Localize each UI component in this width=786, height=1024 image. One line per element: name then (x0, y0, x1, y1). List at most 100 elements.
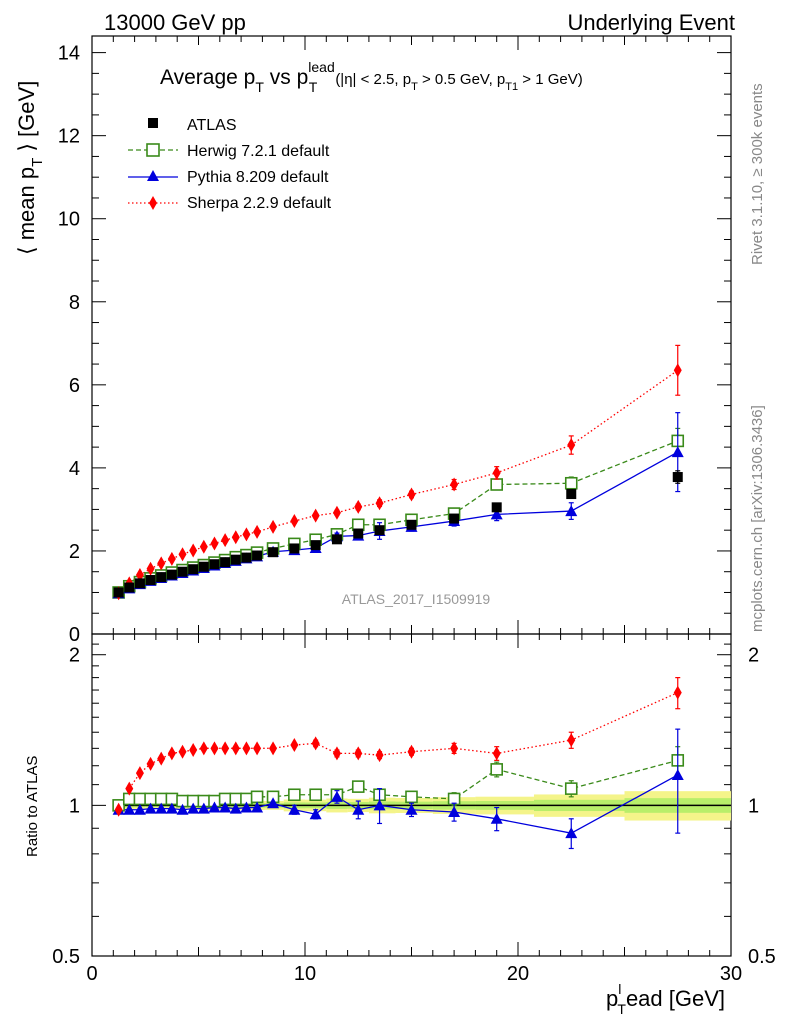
ratio-point-sherpa (231, 741, 240, 756)
ratio-y-tick-label-right: 1 (748, 795, 759, 817)
ratio-point-sherpa (407, 744, 416, 759)
main-point-atlas (491, 502, 502, 513)
ylabel-a: ⟨ mean p (14, 167, 39, 255)
main-point-atlas (289, 543, 300, 554)
main-point-atlas (566, 489, 577, 500)
ratio-point-herwig (405, 790, 418, 804)
ratio-point-herwig (309, 788, 322, 802)
ratio-point-pythia (197, 802, 210, 814)
main-point-atlas (268, 547, 279, 558)
ratio-point-sherpa (332, 746, 341, 761)
main-y-tick-label: 2 (69, 541, 80, 563)
ratio-y-tick-label: 2 (69, 645, 80, 667)
legend-marker-pythia (147, 170, 159, 181)
ratio-point-sherpa (242, 741, 251, 756)
main-point-sherpa (567, 438, 576, 453)
ratio-point-sherpa (114, 802, 123, 817)
title-cuts-sub-1: T (411, 81, 418, 93)
ratio-y-tick-label: 1 (69, 795, 80, 817)
main-point-atlas (198, 561, 209, 572)
main-point-atlas (406, 519, 417, 530)
main-point-sherpa (332, 505, 341, 520)
legend-marker-herwig (146, 143, 160, 157)
title-sup: lead (308, 59, 334, 75)
main-point-sherpa (354, 499, 363, 514)
x-tick-label: 0 (86, 963, 97, 985)
main-y-tick-label: 10 (58, 209, 80, 231)
main-point-sherpa (492, 465, 501, 480)
ratio-panel: 0 10 20 30 0.5 0.5 1 1 2 2 (52, 633, 776, 985)
ratio-point-pythia (155, 802, 168, 814)
ratio-point-pythia (330, 790, 343, 802)
ratio-point-sherpa (189, 743, 198, 758)
ratio-point-pythia (565, 827, 578, 839)
main-point-herwig (490, 478, 504, 491)
ratio-point-sherpa (269, 741, 278, 756)
ratio-point-sherpa (221, 741, 230, 756)
main-point-pythia (490, 508, 503, 520)
main-point-sherpa (253, 524, 262, 539)
x-axis-label: pl Tead [GeV] (606, 981, 725, 1017)
main-point-atlas (353, 528, 364, 539)
main-point-pythia (565, 505, 578, 517)
main-point-atlas (374, 525, 385, 536)
main-point-atlas (134, 578, 145, 589)
legend-marker-sherpa (149, 196, 157, 210)
ratio-point-pythia (671, 768, 684, 780)
header-left: 13000 GeV pp (104, 10, 246, 35)
main-point-herwig (564, 476, 578, 490)
main-y-tick-label: 4 (69, 458, 80, 480)
ratio-point-sherpa (125, 781, 134, 796)
ratio-point-pythia (219, 801, 232, 813)
title-part-b: vs p (264, 66, 308, 89)
x-tick-label: 10 (294, 963, 316, 985)
ratio-point-pythia (373, 799, 386, 811)
main-point-sherpa (146, 561, 155, 576)
legend: ATLAS Herwig 7.2.1 default Pythia 8.209 … (128, 117, 332, 212)
header-right: Underlying Event (567, 10, 735, 35)
main-point-atlas (220, 557, 231, 568)
ratio-point-pythia (490, 812, 503, 824)
ratio-point-pythia (448, 805, 461, 817)
title-sub-1: T (255, 79, 264, 95)
legend-label-pythia: Pythia 8.209 default (187, 169, 329, 186)
ratio-point-sherpa (673, 685, 682, 700)
xlabel-b: ead [GeV] (626, 986, 725, 1011)
ratio-point-herwig (351, 780, 365, 793)
main-point-sherpa (210, 536, 219, 551)
main-point-atlas (124, 582, 135, 593)
main-point-atlas (209, 559, 220, 570)
main-y-tick-label: 12 (58, 126, 80, 148)
main-point-atlas (672, 472, 683, 483)
x-tick-label: 30 (720, 963, 742, 985)
ratio-point-sherpa (354, 746, 363, 761)
ratio-point-herwig (133, 792, 147, 806)
ratio-point-sherpa (290, 738, 299, 753)
ratio-point-sherpa (199, 741, 208, 756)
main-point-atlas (449, 513, 460, 524)
main-point-sherpa (290, 514, 299, 529)
main-y-tick-label: 6 (69, 375, 80, 397)
mcplots-label: mcplots.cern.ch [arXiv:1306.3436] (749, 405, 766, 632)
ylabel-sub: T (29, 158, 46, 167)
ratio-point-sherpa (210, 741, 219, 756)
main-point-sherpa (375, 496, 384, 511)
main-y-axis-label: ⟨ mean pT ⟩ [GeV] (14, 81, 46, 255)
legend-label-atlas: ATLAS (187, 117, 237, 134)
ratio-point-sherpa (157, 751, 166, 766)
main-point-atlas (113, 587, 124, 598)
main-point-sherpa (269, 519, 278, 534)
main-point-sherpa (221, 533, 230, 548)
x-tick-label: 20 (507, 963, 529, 985)
rivet-label: Rivet 3.1.10, ≥ 300k events (749, 83, 766, 265)
main-y-tick-label: 8 (69, 292, 80, 314)
ratio-point-pythia (229, 802, 242, 814)
ratio-point-sherpa (167, 746, 176, 761)
main-point-sherpa (311, 508, 320, 523)
ratio-point-pythia (208, 801, 221, 813)
ratio-point-pythia (176, 803, 189, 815)
title-cuts-sub-2: T1 (505, 81, 518, 93)
ratio-point-sherpa (375, 748, 384, 763)
ratio-point-pythia (405, 803, 418, 815)
